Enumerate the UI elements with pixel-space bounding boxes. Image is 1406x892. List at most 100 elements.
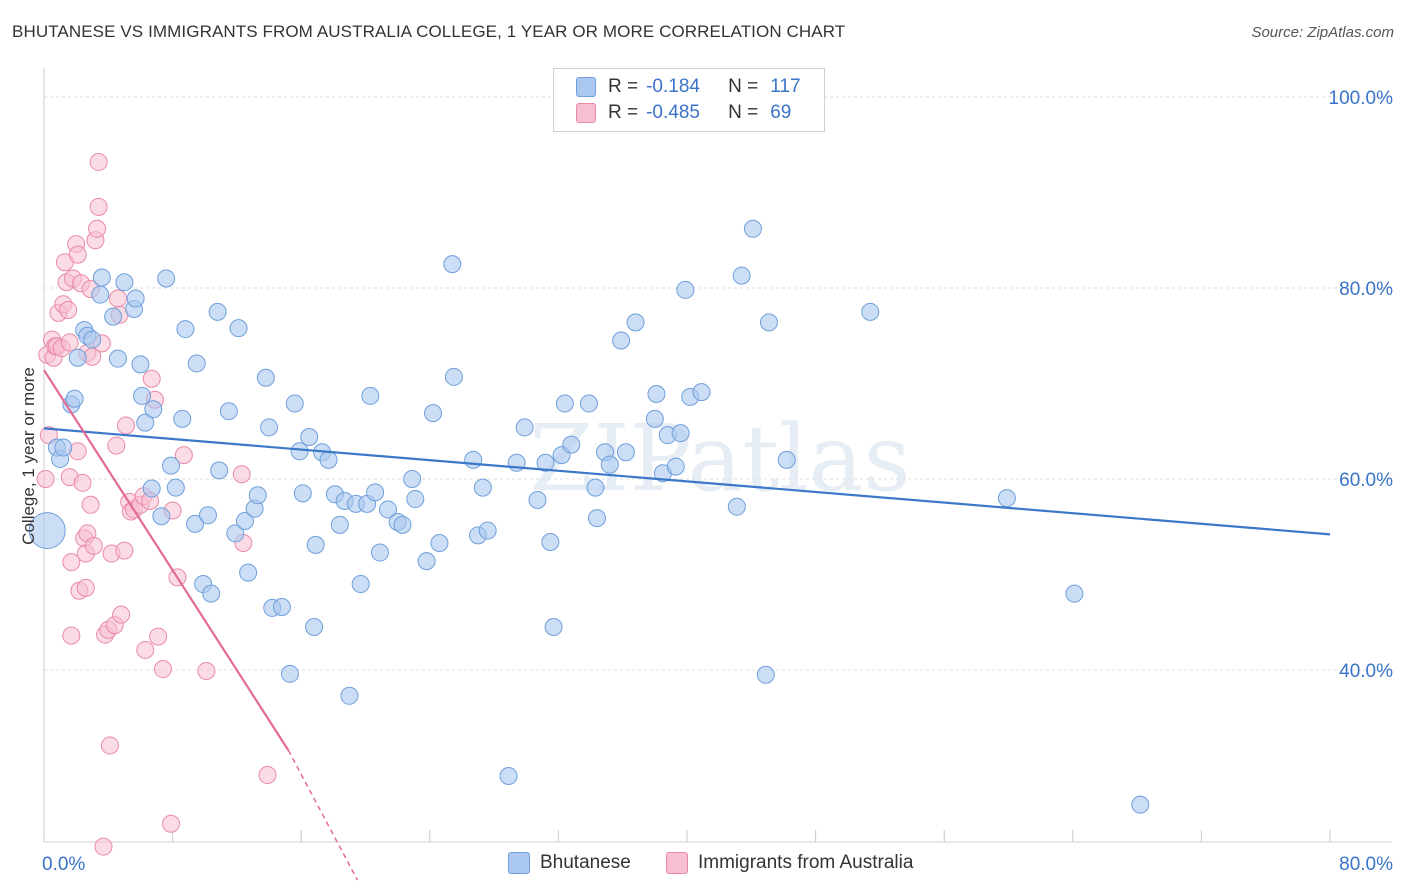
data-point-bhutanese: [586, 478, 605, 497]
legend-item-bhutanese[interactable]: Bhutanese: [508, 852, 631, 874]
y-tick-label: 60.0%: [1339, 470, 1393, 491]
legend-n-label: N =: [728, 76, 759, 97]
data-point-bhutanese: [499, 767, 518, 786]
data-point-immigrants: [116, 416, 135, 435]
data-point-bhutanese: [219, 402, 238, 421]
data-point-bhutanese: [54, 438, 73, 457]
data-point-immigrants: [89, 197, 108, 216]
data-point-bhutanese: [756, 665, 775, 684]
data-point-bhutanese: [285, 394, 304, 413]
data-point-bhutanese: [239, 563, 258, 582]
data-point-immigrants: [94, 837, 113, 856]
data-point-immigrants: [161, 814, 180, 833]
legend-n-label: N =: [728, 102, 759, 123]
data-point-bhutanese: [260, 418, 279, 437]
trend-lines: [43, 369, 1331, 881]
x-tick-label: 80.0%: [1339, 854, 1393, 875]
data-point-bhutanese: [115, 273, 134, 292]
data-point-immigrants: [73, 473, 92, 492]
data-point-bhutanese: [161, 456, 180, 475]
data-point-immigrants: [142, 369, 161, 388]
source-note: Source: ZipAtlas.com: [1251, 24, 1394, 41]
data-point-bhutanese: [142, 479, 161, 498]
data-point-bhutanese: [300, 427, 319, 446]
data-point-immigrants: [76, 578, 95, 597]
data-point-bhutanese: [626, 313, 645, 332]
data-point-bhutanese: [229, 319, 248, 338]
data-point-bhutanese: [692, 383, 711, 402]
data-point-bhutanese: [612, 331, 631, 350]
data-point-bhutanese: [379, 500, 398, 519]
data-point-bhutanese: [366, 483, 385, 502]
data-point-bhutanese: [443, 255, 462, 274]
data-point-bhutanese: [1065, 584, 1084, 603]
data-point-bhutanese: [144, 400, 163, 419]
correlation-legend: R = -0.184 N = 117 R = -0.485 N = 69: [553, 68, 825, 132]
data-point-immigrants: [153, 660, 172, 679]
data-point-bhutanese: [210, 461, 229, 480]
legend-swatch-pink: [576, 103, 596, 123]
data-point-bhutanese: [541, 533, 560, 552]
data-point-bhutanese: [131, 355, 150, 374]
data-point-bhutanese: [671, 424, 690, 443]
data-point-bhutanese: [587, 509, 606, 528]
data-point-bhutanese: [248, 486, 267, 505]
data-point-bhutanese: [208, 302, 227, 321]
data-point-bhutanese: [65, 389, 84, 408]
data-point-immigrants: [149, 627, 168, 646]
data-point-bhutanese: [28, 512, 66, 550]
data-point-immigrants: [36, 470, 55, 488]
data-point-bhutanese: [473, 478, 492, 497]
data-point-bhutanese: [417, 552, 436, 571]
data-point-immigrants: [68, 245, 87, 264]
data-point-immigrants: [112, 605, 131, 624]
data-point-bhutanese: [136, 413, 155, 432]
data-point-bhutanese: [555, 394, 574, 413]
data-point-bhutanese: [108, 349, 127, 368]
data-point-bhutanese: [68, 348, 87, 367]
legend-item-immigrants-from-australia[interactable]: Immigrants from Australia: [666, 852, 913, 874]
data-point-bhutanese: [319, 450, 338, 469]
axes: [43, 68, 1392, 843]
data-point-bhutanese: [187, 354, 206, 373]
data-point-bhutanese: [393, 515, 412, 534]
data-point-immigrants: [115, 541, 134, 560]
data-point-immigrants: [136, 640, 155, 659]
data-point-bhutanese: [256, 368, 275, 387]
data-point-bhutanese: [647, 385, 666, 404]
data-point-bhutanese: [536, 453, 555, 472]
legend-r-label: R =: [608, 76, 639, 97]
data-point-immigrants: [62, 553, 81, 572]
data-point-bhutanese: [330, 515, 349, 534]
data-point-immigrants: [84, 536, 103, 555]
data-point-bhutanese: [91, 285, 110, 304]
data-point-immigrants: [107, 436, 126, 455]
y-tick-label: 100.0%: [1329, 88, 1394, 109]
data-point-bhutanese: [676, 280, 695, 299]
data-point-bhutanese: [430, 533, 449, 552]
data-point-bhutanese: [157, 269, 176, 288]
data-point-immigrants: [81, 495, 100, 514]
data-point-bhutanese: [997, 489, 1016, 508]
trend-line-immigrants: [43, 369, 290, 751]
data-point-bhutanese: [351, 575, 370, 594]
grid-lines: [44, 96, 1392, 671]
series-bhutanese: [28, 219, 1150, 814]
data-point-bhutanese: [370, 543, 389, 562]
data-point-bhutanese: [305, 618, 324, 637]
y-tick-label: 40.0%: [1339, 661, 1393, 682]
legend-swatch-blue: [508, 852, 530, 874]
data-point-bhutanese: [777, 450, 796, 469]
legend-r-value: -0.184: [646, 76, 700, 97]
data-point-bhutanese: [403, 470, 422, 488]
data-point-bhutanese: [104, 307, 123, 326]
data-point-bhutanese: [173, 409, 192, 428]
data-point-immigrants: [62, 626, 81, 645]
data-point-bhutanese: [176, 320, 195, 339]
data-point-bhutanese: [83, 330, 102, 349]
data-point-bhutanese: [1131, 795, 1150, 814]
y-axis-label: College, 1 year or more: [19, 367, 38, 545]
data-point-bhutanese: [743, 219, 762, 238]
data-point-immigrants: [59, 300, 78, 319]
data-point-bhutanese: [306, 535, 325, 554]
